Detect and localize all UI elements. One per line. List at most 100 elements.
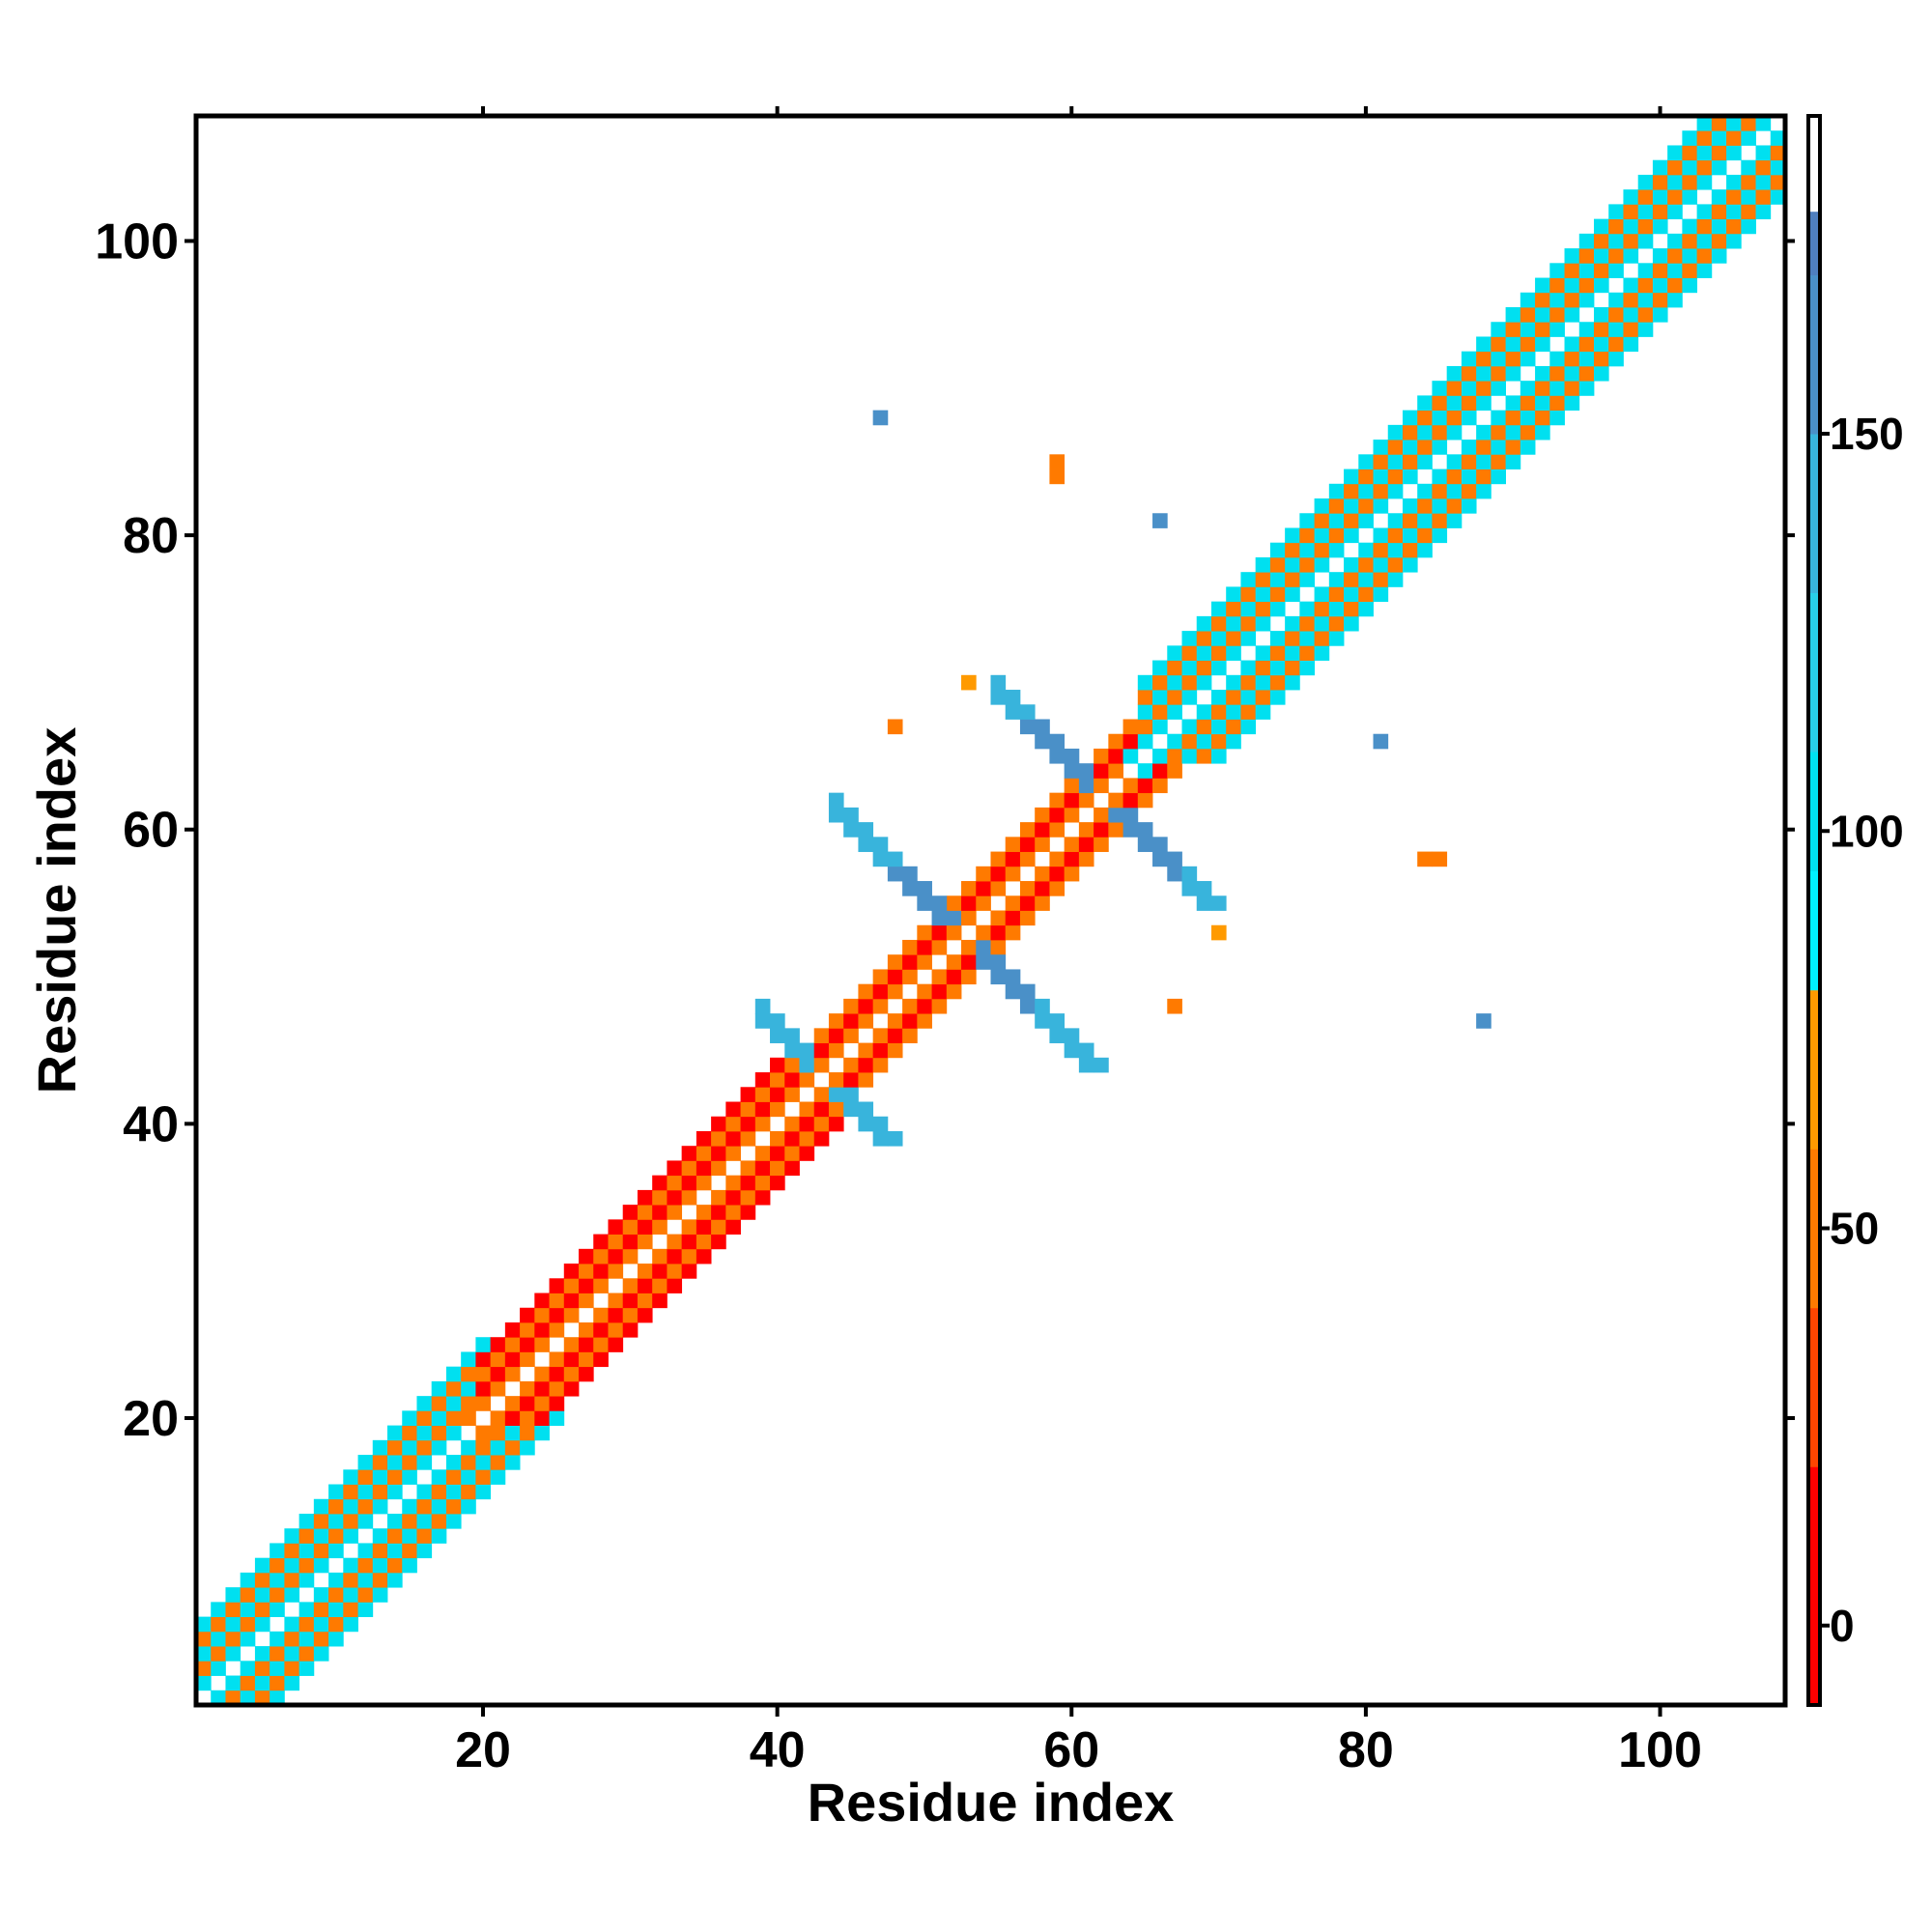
heatmap-cell — [593, 1351, 609, 1368]
heatmap-cell — [1417, 440, 1433, 455]
heatmap-cell — [1417, 542, 1433, 558]
heatmap-cell — [1152, 837, 1168, 852]
heatmap-cell — [1314, 542, 1330, 558]
heatmap-cell — [872, 1130, 889, 1147]
heatmap-cell — [1196, 674, 1212, 691]
heatmap-cell — [1593, 322, 1609, 337]
heatmap-cell — [1461, 440, 1477, 455]
heatmap-cell — [931, 939, 948, 955]
heatmap-cell — [402, 1498, 417, 1515]
heatmap-cell — [343, 1469, 358, 1485]
heatmap-cell — [402, 1513, 417, 1529]
heatmap-cell — [711, 1116, 726, 1132]
heatmap-cell — [622, 1219, 639, 1235]
heatmap-cell — [313, 1513, 329, 1529]
heatmap-cell — [622, 1248, 639, 1264]
heatmap-cell — [1328, 586, 1345, 603]
heatmap-cell — [652, 1205, 668, 1220]
heatmap-cell — [1344, 483, 1359, 499]
heatmap-cell — [813, 1057, 830, 1073]
heatmap-cell — [1269, 645, 1286, 661]
heatmap-cell — [1623, 307, 1639, 323]
heatmap-cell — [1328, 631, 1345, 646]
heatmap-cell — [1285, 615, 1300, 632]
heatmap-cell — [799, 1130, 815, 1147]
heatmap-cell — [1255, 572, 1271, 587]
heatmap-cell — [284, 1631, 300, 1647]
heatmap-cell — [696, 1146, 712, 1161]
heatmap-cell — [579, 1351, 594, 1368]
heatmap-cell — [298, 1572, 315, 1588]
heatmap-cell — [1755, 189, 1772, 205]
heatmap-cell — [1049, 733, 1065, 750]
heatmap-cell — [431, 1380, 447, 1397]
heatmap-cell — [1608, 204, 1624, 220]
heatmap-cell — [1461, 381, 1477, 396]
heatmap-cell — [754, 1087, 771, 1102]
heatmap-cell — [1137, 733, 1153, 750]
heatmap-cell — [328, 1572, 344, 1588]
heatmap-cell — [387, 1557, 403, 1574]
heatmap-cell — [858, 1057, 874, 1073]
heatmap-cell — [931, 998, 948, 1014]
heatmap-cell — [1637, 189, 1654, 205]
heatmap-cell — [1491, 469, 1506, 485]
heatmap-cell — [1446, 395, 1463, 412]
heatmap-cell — [770, 1057, 785, 1073]
heatmap-cell — [711, 1130, 726, 1147]
heatmap-cell — [416, 1455, 433, 1470]
heatmap-cell — [1049, 748, 1065, 764]
heatmap-cell — [1667, 189, 1683, 205]
heatmap-cell — [1505, 307, 1521, 323]
heatmap-cell — [1078, 1042, 1094, 1059]
heatmap-cell — [1314, 556, 1330, 573]
heatmap-cell — [284, 1572, 300, 1588]
heatmap-cell — [1446, 424, 1463, 440]
heatmap-cell — [211, 1661, 226, 1676]
heatmap-cell — [784, 1087, 800, 1102]
heatmap-cell — [1240, 601, 1257, 617]
heatmap-cell — [1402, 542, 1418, 558]
heatmap-cell — [887, 969, 903, 985]
heatmap-cell — [490, 1337, 506, 1352]
heatmap-cell — [298, 1528, 315, 1544]
heatmap-cell — [1210, 645, 1227, 661]
heatmap-cell — [1328, 542, 1345, 558]
heatmap-cell — [990, 881, 1007, 896]
heatmap-cell — [1167, 645, 1182, 661]
heatmap-cell — [387, 1439, 403, 1456]
x-tick-label: 40 — [750, 1722, 806, 1778]
heatmap-cell — [740, 1087, 756, 1102]
heatmap-cell — [416, 1425, 433, 1441]
heatmap-cell — [1682, 233, 1698, 249]
heatmap-cell — [196, 1631, 212, 1647]
heatmap-cell — [490, 1469, 506, 1485]
heatmap-cell — [475, 1425, 492, 1441]
heatmap-cell — [858, 822, 874, 838]
heatmap-cell — [254, 1616, 270, 1633]
heatmap-cell — [1593, 218, 1609, 235]
heatmap-cell — [828, 807, 844, 823]
heatmap-cell — [946, 895, 962, 911]
heatmap-cell — [298, 1602, 315, 1618]
heatmap-cell — [740, 1205, 756, 1220]
heatmap-cell — [1578, 322, 1595, 337]
colorbar-band — [1808, 752, 1820, 871]
heatmap-cell — [1344, 498, 1359, 514]
heatmap-cell — [387, 1484, 403, 1500]
heatmap-cell — [1402, 424, 1418, 440]
heatmap-cell — [357, 1455, 374, 1470]
heatmap-cell — [284, 1646, 300, 1662]
heatmap-cell — [1049, 851, 1065, 867]
heatmap-cell — [1696, 116, 1713, 131]
colorbar-band — [1808, 1466, 1820, 1706]
heatmap-cell — [961, 954, 977, 970]
heatmap-cell — [961, 674, 977, 691]
heatmap-cell — [1152, 690, 1168, 705]
heatmap-cell — [1285, 556, 1300, 573]
heatmap-cell — [990, 910, 1007, 926]
heatmap-cell — [784, 1146, 800, 1161]
heatmap-cell — [1210, 631, 1227, 646]
heatmap-cell — [608, 1293, 624, 1309]
heatmap-cell — [1344, 586, 1359, 603]
